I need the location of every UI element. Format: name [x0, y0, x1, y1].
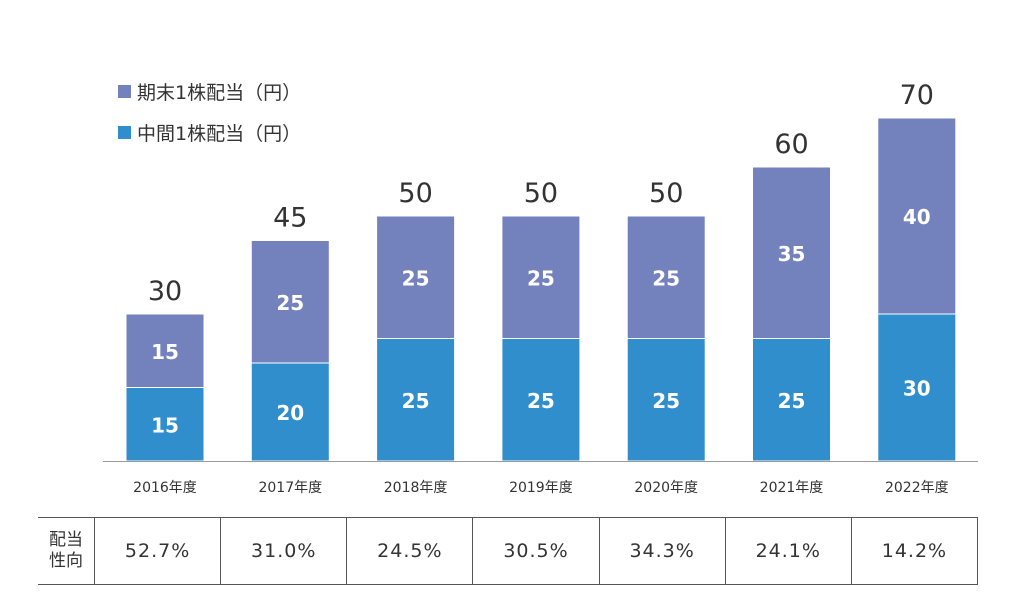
bar-segment-interim — [250, 362, 330, 462]
payout-ratio-cell: 34.3% — [598, 517, 726, 585]
legend-label-period-end: 期末1株配当（円） — [137, 82, 302, 104]
legend-swatch-period-end — [118, 85, 131, 98]
total-label: 60 — [774, 129, 808, 160]
payout-ratio-row: 配当 性向 52.7% 31.0% 24.5% 30.5% 34.3% 24.1… — [38, 517, 979, 585]
total-label: 45 — [273, 203, 307, 234]
payout-ratio-cell: 24.5% — [346, 517, 473, 585]
payout-ratio-header-line-1: 配当 — [49, 530, 83, 550]
x-tick-label: 2017年度 — [258, 480, 322, 496]
bar-segment-period-end — [626, 215, 706, 339]
legend-item-period-end: 期末1株配当（円） — [118, 78, 301, 105]
bar-segment-period-end — [250, 240, 330, 364]
data-label-period-end: 25 — [402, 266, 430, 290]
bar-segment-interim — [626, 338, 706, 462]
bar-segment-interim — [752, 338, 831, 462]
data-label-period-end: 35 — [778, 242, 806, 266]
x-tick-label: 2018年度 — [384, 480, 448, 496]
payout-ratio-cell: 24.1% — [724, 517, 852, 585]
payout-ratio-cell: 14.2% — [850, 517, 979, 585]
total-label: 30 — [148, 276, 182, 307]
bar-segment-interim — [877, 313, 957, 462]
bar-segment-interim — [376, 338, 456, 462]
bar-segment-interim — [125, 387, 205, 462]
bar-segment-period-end — [752, 166, 831, 339]
bar-segment-period-end — [125, 313, 205, 388]
x-tick-label: 2021年度 — [760, 480, 824, 496]
payout-ratio-cell: 52.7% — [93, 517, 221, 585]
payout-ratio-cell: 30.5% — [472, 517, 600, 585]
data-label-interim: 25 — [527, 389, 555, 413]
stacked-bar-chart: 15 15 30 2016年度 20 25 45 2017年度 25 25 50 2018年度 25 25… — [103, 80, 978, 496]
legend-item-interim: 中間1株配当（円） — [118, 119, 301, 146]
data-label-period-end: 25 — [652, 266, 680, 290]
data-label-period-end: 25 — [276, 291, 304, 315]
x-tick-label: 2020年度 — [634, 480, 698, 496]
data-label-interim: 30 — [903, 377, 931, 401]
bar-segment-period-end — [376, 215, 456, 339]
legend-label-interim: 中間1株配当（円） — [137, 123, 302, 145]
total-label: 50 — [398, 178, 432, 209]
data-label-interim: 25 — [778, 389, 806, 413]
data-label-interim: 25 — [402, 389, 430, 413]
total-label: 70 — [900, 80, 934, 111]
data-label-period-end: 40 — [903, 205, 931, 229]
legend-swatch-interim — [118, 126, 131, 139]
bar-segment-period-end — [501, 215, 581, 339]
x-tick-label: 2016年度 — [133, 480, 197, 496]
data-label-interim: 25 — [652, 389, 680, 413]
data-label-period-end: 15 — [151, 340, 179, 364]
data-label-interim: 15 — [151, 413, 179, 437]
payout-ratio-table: 配当 性向 52.7% 31.0% 24.5% 30.5% 34.3% 24.1… — [38, 517, 979, 585]
payout-ratio-header: 配当 性向 — [38, 517, 95, 585]
x-tick-label: 2019年度 — [509, 480, 573, 496]
payout-ratio-header-line-2: 性向 — [49, 551, 83, 571]
x-tick-label: 2022年度 — [885, 480, 949, 496]
bar-segment-period-end — [877, 117, 957, 315]
data-label-interim: 20 — [276, 401, 304, 425]
data-label-period-end: 25 — [527, 266, 555, 290]
total-label: 50 — [524, 178, 558, 209]
payout-ratio-cell: 31.0% — [220, 517, 347, 585]
total-label: 50 — [649, 178, 683, 209]
